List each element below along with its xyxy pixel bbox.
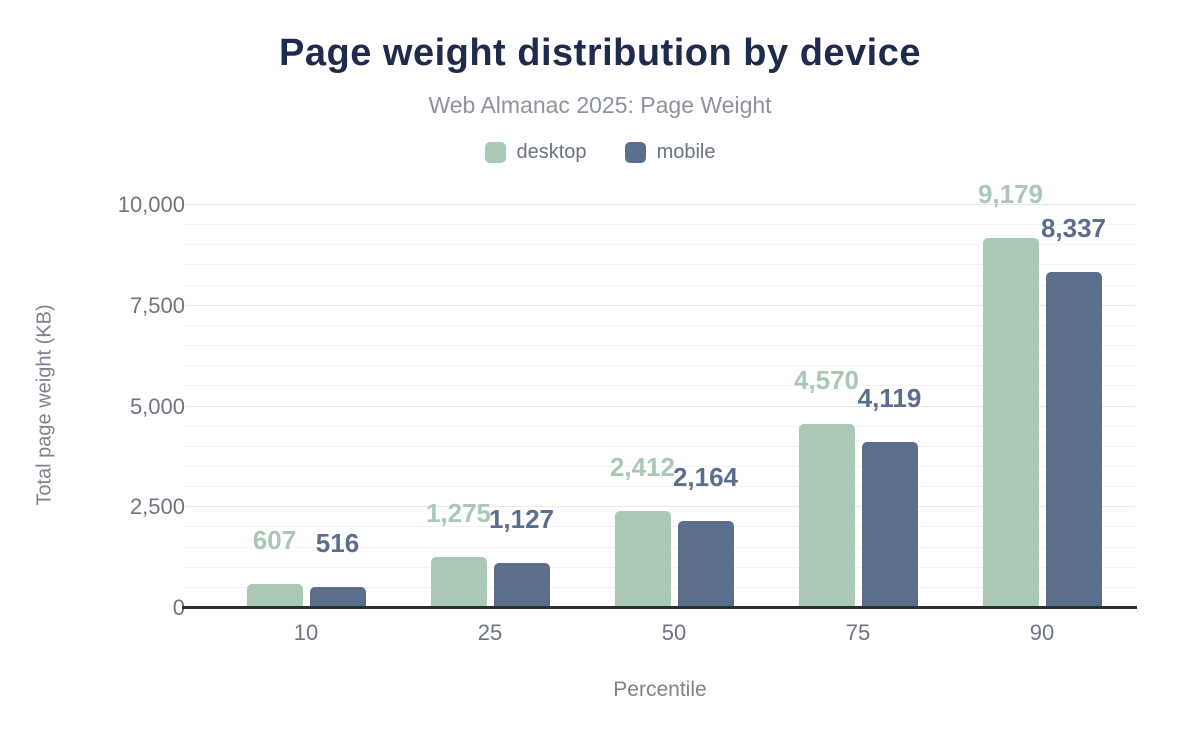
legend-item-desktop[interactable]: desktop xyxy=(484,141,587,164)
gridline-minor xyxy=(185,365,1135,367)
bar-mobile-p50[interactable] xyxy=(677,520,734,608)
x-axis-title: Percentile xyxy=(613,678,707,701)
y-tick-2500: 2,500 xyxy=(129,494,185,520)
bar-desktop-p90[interactable] xyxy=(982,238,1039,608)
gridline-minor xyxy=(185,425,1135,427)
bar-desktop-p10[interactable] xyxy=(246,583,303,608)
value-label-mobile-p10: 516 xyxy=(315,528,360,559)
gridline-minor xyxy=(185,284,1135,286)
legend-swatch-mobile xyxy=(624,142,646,163)
value-label-desktop-p25: 1,275 xyxy=(425,497,492,528)
x-tick-90: 90 xyxy=(1029,620,1055,645)
gridline-minor xyxy=(185,465,1135,467)
gridline-minor xyxy=(185,445,1135,447)
y-tick-0: 0 xyxy=(172,595,185,620)
value-label-desktop-p75: 4,570 xyxy=(793,364,860,395)
chart-title: Page weight distribution by device xyxy=(279,32,921,74)
x-tick-10: 10 xyxy=(293,620,319,645)
legend: desktop mobile xyxy=(0,141,1200,164)
gridline-minor xyxy=(185,244,1135,246)
y-tick-10000: 10,000 xyxy=(117,192,185,217)
x-tick-75: 75 xyxy=(845,620,871,645)
value-label-mobile-p75: 4,119 xyxy=(857,383,922,414)
bar-mobile-p25[interactable] xyxy=(493,562,550,608)
gridline-major xyxy=(185,204,1135,205)
legend-label-mobile: mobile xyxy=(656,141,716,163)
bar-desktop-p75[interactable] xyxy=(798,423,855,608)
bar-mobile-p90[interactable] xyxy=(1045,272,1102,608)
x-axis-line xyxy=(182,606,1137,609)
gridline-major xyxy=(185,506,1135,508)
gridline-major xyxy=(185,405,1135,407)
plot-area: 607 516 1,275 1,127 2,412 2,164 4,570 4,119 9,17… xyxy=(182,180,1137,609)
value-label-desktop-p10: 607 xyxy=(252,524,297,555)
bar-desktop-p25[interactable] xyxy=(430,556,487,608)
gridline-minor xyxy=(185,324,1135,326)
x-tick-25: 25 xyxy=(477,620,503,645)
y-tick-5000: 5,000 xyxy=(129,393,185,419)
gridline-minor xyxy=(185,486,1135,488)
chart-subtitle: Web Almanac 2025: Page Weight xyxy=(428,92,772,118)
bar-mobile-p10[interactable] xyxy=(309,587,366,608)
bar-mobile-p75[interactable] xyxy=(861,442,918,608)
gridline-minor xyxy=(185,264,1135,266)
bar-desktop-p50[interactable] xyxy=(614,510,671,608)
y-tick-7500: 7,500 xyxy=(129,292,185,318)
x-tick-50: 50 xyxy=(661,620,687,645)
value-label-mobile-p25: 1,127 xyxy=(488,503,555,534)
gridline-major xyxy=(185,304,1135,306)
y-axis-title: Total page weight (KB) xyxy=(33,304,56,506)
gridline-minor xyxy=(185,345,1135,347)
gridline-minor xyxy=(185,385,1135,387)
legend-swatch-desktop xyxy=(484,142,506,163)
legend-item-mobile[interactable]: mobile xyxy=(624,141,716,164)
legend-label-desktop: desktop xyxy=(516,141,587,163)
gridline-minor xyxy=(185,224,1135,226)
